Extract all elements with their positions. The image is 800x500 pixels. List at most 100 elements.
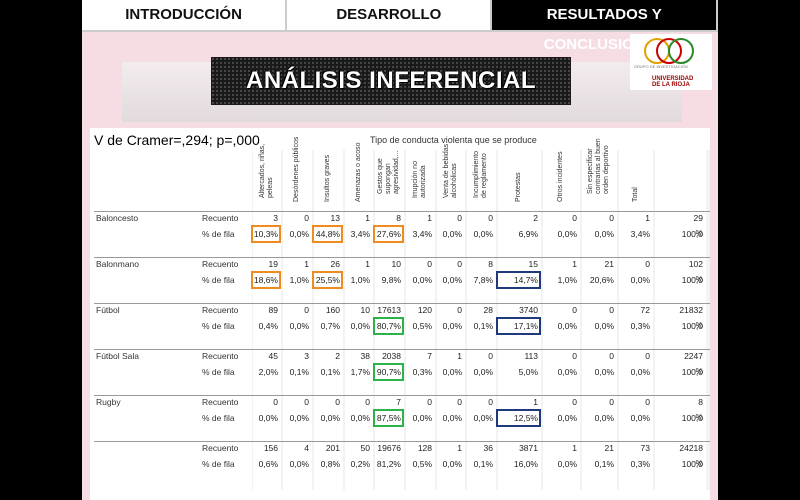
highlight-box <box>373 317 404 335</box>
table-cell: 27,6% <box>376 229 401 239</box>
column-header: Altercados, riñas, peleas <box>252 144 281 210</box>
university-logo-line1: UNIVERSIDAD <box>652 76 694 82</box>
table-column-bg <box>437 150 465 490</box>
table-cell: 3740 <box>519 305 538 315</box>
table-column-bg <box>283 150 312 490</box>
table-cell: 38 <box>360 351 370 361</box>
table-cell: 1 <box>572 259 577 269</box>
table-cell: 18,6% <box>253 275 278 285</box>
table-cell: 0 <box>488 213 493 223</box>
column-header-label: Total <box>631 187 639 202</box>
tab-introduccion[interactable]: INTRODUCCIÓN <box>82 0 288 32</box>
row-pct-label: % de fila <box>202 367 235 377</box>
table-cell: 102 <box>688 259 703 269</box>
table-cell: 1,7% <box>350 367 370 377</box>
column-header: Venta de bebidas alcohólicas <box>436 144 465 210</box>
table-cell: 0,0% <box>412 413 432 423</box>
table-column-bg <box>375 150 404 490</box>
table-cell: 20,6% <box>589 275 614 285</box>
table-cell: 0,7% <box>320 321 340 331</box>
table-cell: 21832 <box>679 305 703 315</box>
table-cell: 0 <box>488 351 493 361</box>
table-cell: 201 <box>325 443 340 453</box>
column-header: Desórdenes públicos <box>282 137 312 210</box>
tab-desarrollo[interactable]: DESARROLLO <box>287 0 493 32</box>
table-cell: 1 <box>365 213 370 223</box>
highlight-box <box>251 225 281 243</box>
table-cell: 0,0% <box>594 413 614 423</box>
table-column-bg <box>543 150 580 490</box>
table-cell: 7,8% <box>473 275 493 285</box>
row-recuento-label: Recuento <box>202 305 239 315</box>
page-title: ANÁLISIS INFERENCIAL <box>245 67 536 94</box>
table-cell: 2 <box>335 351 340 361</box>
table-cell: 0,3% <box>630 321 650 331</box>
table-cell: 10 <box>391 259 401 269</box>
table-cell: 0,0% <box>289 459 309 469</box>
row-sport-label: Balonmano <box>96 259 140 269</box>
table-cell: 44,8% <box>315 229 340 239</box>
table-cell: 72 <box>640 305 650 315</box>
table-cell: 0,0% <box>557 229 577 239</box>
table-column-bg <box>498 150 541 490</box>
table-cell: 14,7% <box>513 275 538 285</box>
table-cell: 128 <box>417 443 432 453</box>
table-cell: 100,0 <box>681 275 703 285</box>
table-cell: 0,0% <box>442 321 462 331</box>
column-header-label: Otros incidentes <box>557 151 564 202</box>
left-border <box>82 128 90 500</box>
table-cell: 0,0% <box>258 413 278 423</box>
table-cell: 0,0% <box>442 367 462 377</box>
column-header-label: Altercados, riñas, peleas <box>258 143 274 198</box>
table-title: Tipo de conducta violenta que se produce <box>370 135 537 145</box>
table-cell: 0 <box>572 397 577 407</box>
table-cell: 156 <box>263 443 278 453</box>
row-recuento-label: Recuento <box>202 443 239 453</box>
table-cell: 1,0% <box>557 275 577 285</box>
column-header: Incumplimiento de reglamento <box>466 150 496 210</box>
column-header-label: Incumplimiento de reglamento <box>473 150 488 198</box>
table-cell: 0,1% <box>594 459 614 469</box>
table-cell: 0,0% <box>473 229 493 239</box>
highlight-box <box>373 225 404 243</box>
row-pct-label: % de fila <box>202 459 235 469</box>
highlight-box <box>312 271 343 289</box>
right-border <box>710 128 718 500</box>
table-column-bg <box>345 150 373 490</box>
table-cell: 0,0% <box>630 367 650 377</box>
row-sport-label: Fútbol <box>96 305 120 315</box>
table-cell: 0 <box>304 305 309 315</box>
table-cell: 0,5% <box>412 459 432 469</box>
table-cell: 6,9% <box>518 229 538 239</box>
table-cell: 0,3% <box>630 459 650 469</box>
table-cell: 19 <box>268 259 278 269</box>
table-cell: 8 <box>488 259 493 269</box>
table-cell: 0,0% <box>442 229 462 239</box>
table-cell: 0,0% <box>557 367 577 377</box>
tab-resultados[interactable]: RESULTADOS Y CONCLUSIONES <box>492 0 718 53</box>
table-cell: 1 <box>533 397 538 407</box>
column-header-label: Gestos que supongan agresividad,... <box>377 150 400 194</box>
highlight-box <box>251 271 281 289</box>
table-cell: 2,0% <box>258 367 278 377</box>
table-cell-suffix: % <box>695 228 703 238</box>
title-box: ANÁLISIS INFERENCIAL <box>211 57 571 105</box>
table-cell: 28 <box>483 305 493 315</box>
column-header-label: Amenazas o acoso <box>354 142 362 202</box>
row-separator <box>94 349 710 350</box>
table-column-bg <box>406 150 435 490</box>
table-column-bg <box>582 150 617 490</box>
row-pct-label: % de fila <box>202 229 235 239</box>
table-cell: 1 <box>645 213 650 223</box>
table-cell: 80,7% <box>376 321 401 331</box>
table-cell: 0 <box>304 213 309 223</box>
nav-tabs: INTRODUCCIÓN DESARROLLO RESULTADOS Y CON… <box>82 0 718 53</box>
slide: INTRODUCCIÓN DESARROLLO RESULTADOS Y CON… <box>82 0 718 500</box>
table-cell: 10,3% <box>253 229 278 239</box>
table-cell: 15 <box>528 259 538 269</box>
table-cell: 120 <box>417 305 432 315</box>
highlight-box <box>496 271 541 289</box>
table-cell: 1 <box>365 259 370 269</box>
table-cell: 36 <box>483 443 493 453</box>
highlight-box <box>496 317 541 335</box>
